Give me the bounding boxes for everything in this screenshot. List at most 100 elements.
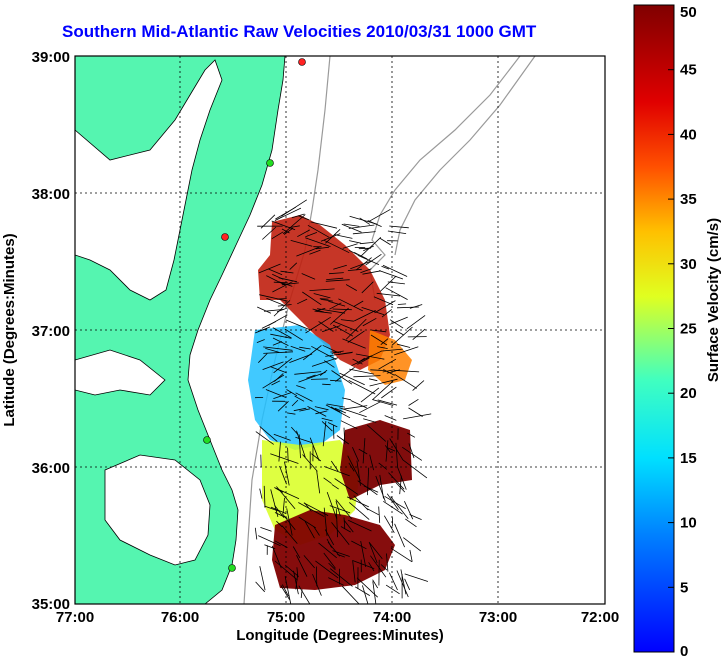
- velocity-field: [248, 199, 432, 604]
- velocity-arrow: [340, 420, 358, 430]
- velocity-arrow: [292, 546, 301, 559]
- velocity-arrow: [402, 459, 428, 479]
- velocity-arrow: [295, 573, 299, 590]
- velocity-arrow: [284, 564, 299, 577]
- velocity-arrow: [320, 233, 341, 242]
- x-tick-label: 76:00: [161, 609, 199, 626]
- velocity-arrow: [353, 375, 381, 378]
- velocity-arrow: [274, 504, 285, 518]
- sound-water: [104, 454, 211, 566]
- velocity-arrow: [281, 282, 299, 286]
- velocity-region-south: [272, 510, 395, 590]
- velocity-arrow: [348, 249, 358, 256]
- velocity-arrow: [322, 344, 339, 354]
- velocity-arrow: [311, 345, 337, 360]
- velocity-arrow: [293, 407, 307, 412]
- velocity-arrow: [409, 304, 423, 309]
- velocity-arrow: [328, 562, 336, 571]
- x-tick-label: 74:00: [373, 609, 411, 626]
- velocity-arrow: [263, 351, 294, 354]
- velocity-arrow: [390, 496, 409, 519]
- velocity-arrow: [277, 401, 289, 412]
- velocity-arrow: [295, 392, 313, 402]
- velocity-arrow: [369, 378, 378, 382]
- velocity-arrow: [403, 537, 422, 552]
- velocity-arrow: [274, 540, 288, 548]
- velocity-arrow: [385, 440, 389, 462]
- velocity-arrow: [266, 275, 286, 286]
- velocity-arrow: [297, 229, 310, 238]
- velocity-arrow: [363, 485, 379, 493]
- velocity-arrow: [301, 273, 316, 280]
- y-axis: 39:00 38:00 37:00 36:00 35:00 Latitude (…: [1, 49, 70, 613]
- velocity-arrow: [387, 230, 407, 234]
- velocity-arrow: [361, 237, 382, 257]
- velocity-arrow: [384, 445, 392, 454]
- velocity-arrow: [394, 373, 417, 389]
- velocity-arrow: [389, 225, 409, 229]
- velocity-arrow: [275, 206, 297, 220]
- velocity-arrow: [390, 547, 413, 563]
- velocity-arrow: [310, 378, 328, 380]
- velocity-arrow: [329, 307, 349, 325]
- velocity-arrow: [346, 496, 369, 508]
- velocity-arrow: [304, 521, 315, 539]
- velocity-arrow: [273, 300, 291, 317]
- velocity-arrow: [394, 523, 405, 548]
- velocity-arrow: [342, 338, 366, 349]
- velocity-arrow: [311, 357, 339, 367]
- velocity-arrow: [382, 264, 408, 277]
- velocity-arrow: [343, 223, 360, 227]
- colorbar-tick-label: 5: [680, 579, 688, 596]
- velocity-arrow: [303, 502, 329, 516]
- velocity-arrow: [380, 275, 397, 292]
- y-tick-label: 38:00: [32, 186, 70, 203]
- velocity-arrow: [332, 550, 350, 557]
- colorbar: 0 5 10 15 20 25 30 35 40 45 50 Surface Velocity (c…: [633, 4, 722, 659]
- velocity-arrow: [302, 454, 318, 472]
- velocity-arrow: [389, 572, 398, 591]
- velocity-arrow: [345, 318, 367, 340]
- velocity-arrow: [321, 417, 333, 422]
- velocity-arrow: [323, 507, 328, 536]
- velocity-arrow: [340, 319, 354, 322]
- velocity-arrow: [385, 287, 408, 300]
- velocity-arrow: [396, 306, 420, 309]
- station-marker: [298, 58, 306, 66]
- velocity-arrow: [268, 314, 288, 326]
- velocity-arrow: [383, 515, 395, 534]
- velocity-arrow: [270, 453, 299, 464]
- velocity-arrow: [350, 400, 367, 409]
- velocity-arrow: [334, 407, 347, 414]
- velocity-arrow: [343, 517, 346, 530]
- velocity-arrow: [403, 413, 432, 420]
- velocity-arrow: [305, 316, 331, 334]
- velocity-arrow: [273, 357, 293, 374]
- velocity-arrow: [352, 231, 376, 235]
- velocity-arrow: [262, 374, 285, 389]
- colorbar-tick-label: 25: [680, 321, 697, 338]
- velocity-arrow: [378, 358, 397, 370]
- velocity-arrow: [282, 497, 285, 514]
- velocity-region-west: [248, 325, 345, 450]
- velocity-arrow: [368, 562, 375, 572]
- velocity-arrow: [356, 460, 361, 486]
- velocity-arrow: [397, 343, 411, 348]
- velocity-arrow: [323, 239, 350, 254]
- velocity-arrow: [372, 399, 394, 406]
- velocity-arrow: [330, 379, 342, 382]
- velocity-arrow: [332, 320, 359, 332]
- velocity-arrow: [377, 346, 388, 349]
- velocity-arrow: [362, 438, 366, 464]
- grid-lines: [75, 56, 605, 604]
- velocity-arrow: [276, 520, 283, 528]
- colorbar-gradient: [633, 4, 675, 653]
- velocity-arrow: [327, 422, 338, 428]
- velocity-arrow: [351, 540, 367, 550]
- x-axis-label: Longitude (Degrees:Minutes): [236, 627, 444, 644]
- x-tick-label: 73:00: [479, 609, 517, 626]
- velocity-arrow: [267, 268, 283, 276]
- velocity-arrow: [262, 226, 277, 240]
- velocity-arrow: [330, 406, 341, 413]
- velocity-arrow: [322, 383, 331, 386]
